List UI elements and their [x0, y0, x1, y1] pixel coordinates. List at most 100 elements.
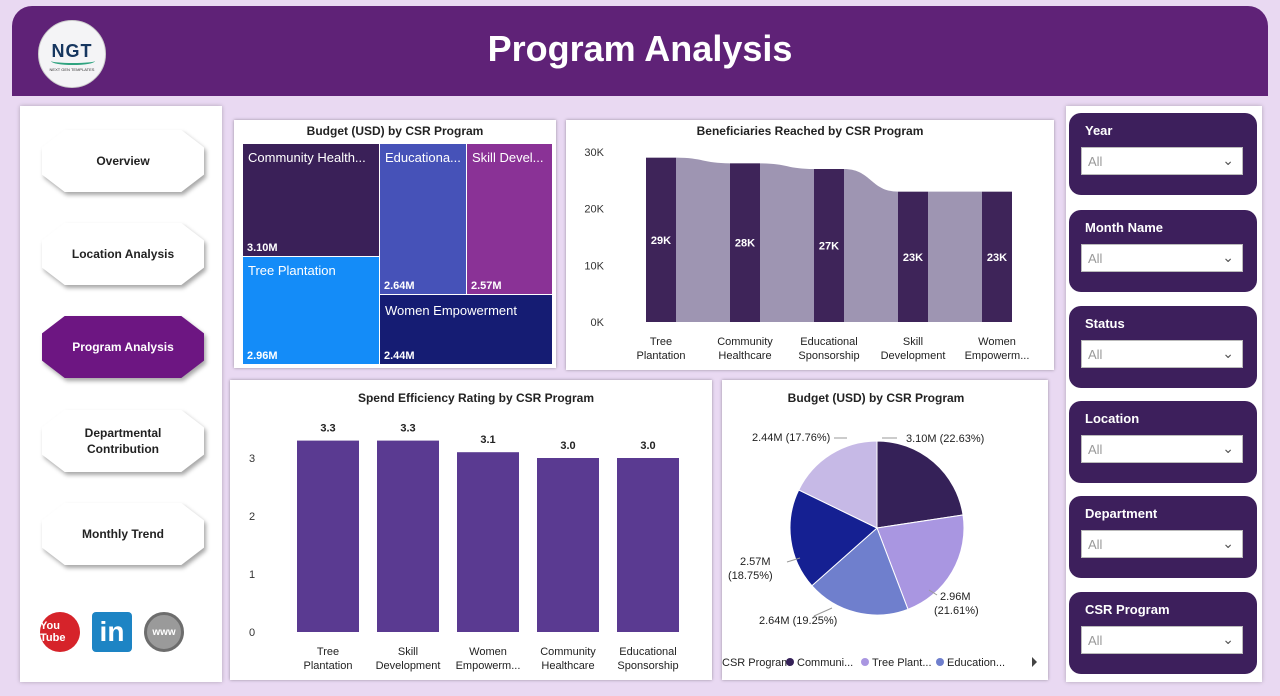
logo-tagline: NEXT GEN TEMPLATES [49, 67, 95, 72]
x-category-label: Women [469, 646, 507, 658]
pie-leader-line [928, 589, 938, 596]
beneficiaries-chart-title: Beneficiaries Reached by CSR Program [697, 124, 924, 138]
logo-swoosh-icon [51, 57, 95, 65]
efficiency-bar [617, 458, 679, 632]
x-category-label: Educational [800, 336, 858, 348]
y-tick-label: 2 [249, 511, 255, 523]
x-category-label: Sponsorship [617, 660, 678, 672]
slicer-status: Status All ⌄ [1069, 306, 1257, 388]
logo-text: NGT [51, 41, 93, 61]
pie-slice [798, 440, 878, 529]
website-icon[interactable]: www [144, 612, 184, 652]
x-category-label: Plantation [304, 660, 353, 672]
treemap-cell-women-empowerment[interactable]: Women Empowerment 2.44M [380, 295, 552, 364]
nav-program-analysis-button[interactable]: Program Analysis [42, 316, 204, 378]
y-tick-label: 3 [249, 453, 255, 465]
legend-next-icon [1032, 657, 1037, 667]
efficiency-chart-card: Spend Efficiency Rating by CSR Program 0 1… [230, 380, 712, 680]
linkedin-icon[interactable]: in [92, 612, 132, 652]
nav-panel: Overview Location Analysis Program Analy… [20, 106, 222, 682]
slicer-year-value: All [1088, 154, 1103, 169]
chevron-down-icon: ⌄ [1222, 345, 1234, 361]
pie-data-label: (18.75%) [728, 570, 773, 582]
beneficiaries-bar [730, 163, 760, 322]
nav-overview-button[interactable]: Overview [42, 130, 204, 192]
header-bar: NGT NEXT GEN TEMPLATES Program Analysis [12, 6, 1268, 96]
beneficiaries-chart-card: Beneficiaries Reached by CSR Program 0K 10… [566, 120, 1054, 370]
slicer-status-value: All [1088, 347, 1103, 362]
treemap-cell-label: Women Empowerment [385, 303, 517, 318]
treemap-cell-label: Educationa... [385, 150, 461, 165]
treemap-cell-value: 2.44M [384, 350, 415, 362]
pie-slice [876, 440, 964, 529]
y-tick-label: 30K [584, 147, 604, 159]
x-category-label: Development [881, 350, 946, 362]
chevron-down-icon: ⌄ [1222, 631, 1234, 647]
treemap-cell-community-healthcare[interactable]: Community Health... 3.10M [243, 144, 379, 256]
slicer-department-dropdown[interactable]: All ⌄ [1081, 530, 1243, 558]
pie-data-label: 3.10M (22.63%) [906, 433, 984, 445]
pie-data-label: 2.64M (19.25%) [759, 615, 837, 627]
ribbon-band [676, 157, 730, 322]
slicer-month-title: Month Name [1085, 220, 1163, 235]
pie-leader-line [813, 607, 833, 617]
pie-data-label: 2.96M [940, 591, 971, 603]
slicer-csr-program-value: All [1088, 633, 1103, 648]
x-category-label: Development [376, 660, 441, 672]
x-category-label: Skill [903, 336, 923, 348]
x-category-label: Community [717, 336, 773, 348]
efficiency-data-label: 3.0 [560, 440, 575, 452]
chevron-down-icon: ⌄ [1222, 152, 1234, 168]
efficiency-data-label: 3.3 [400, 423, 415, 435]
x-category-label: Empowerm... [965, 350, 1030, 362]
x-category-label: Tree [650, 336, 672, 348]
budget-pie-card: Budget (USD) by CSR Program 3.10M (22.63%… [722, 380, 1048, 680]
slicer-month-name: Month Name All ⌄ [1069, 210, 1257, 292]
chevron-down-icon: ⌄ [1222, 535, 1234, 551]
nav-departmental-contribution-button[interactable]: Departmental Contribution [42, 410, 204, 472]
treemap-cell-value: 2.96M [247, 350, 278, 362]
treemap-cell-label: Skill Devel... [472, 150, 544, 165]
slicer-csr-program-dropdown[interactable]: All ⌄ [1081, 626, 1243, 654]
efficiency-data-label: 3.3 [320, 423, 335, 435]
treemap-card: Budget (USD) by CSR Program Community He… [234, 120, 556, 368]
treemap-cell-skill-development[interactable]: Skill Devel... 2.57M [467, 144, 552, 294]
slicer-year: Year All ⌄ [1069, 113, 1257, 195]
slicer-year-dropdown[interactable]: All ⌄ [1081, 147, 1243, 175]
slicer-month-dropdown[interactable]: All ⌄ [1081, 244, 1243, 272]
pie-legend-marker [936, 658, 944, 666]
nav-monthly-trend-button[interactable]: Monthly Trend [42, 503, 204, 565]
efficiency-chart-title: Spend Efficiency Rating by CSR Program [358, 391, 594, 405]
nav-location-analysis-button[interactable]: Location Analysis [42, 223, 204, 285]
beneficiaries-bar [646, 157, 676, 322]
y-tick-label: 1 [249, 569, 255, 581]
slicer-location-dropdown[interactable]: All ⌄ [1081, 435, 1243, 463]
slicer-year-title: Year [1085, 123, 1113, 138]
slicer-status-title: Status [1085, 316, 1125, 331]
treemap-cell-tree-plantation[interactable]: Tree Plantation 2.96M [243, 257, 379, 364]
youtube-icon[interactable]: You Tube [40, 612, 80, 652]
x-category-label: Women [978, 336, 1016, 348]
pie-slice [789, 489, 878, 587]
y-tick-label: 0K [591, 317, 605, 329]
pie-slice [876, 514, 965, 610]
slicer-month-value: All [1088, 251, 1103, 266]
x-category-label: Plantation [637, 350, 686, 362]
budget-pie-title: Budget (USD) by CSR Program [788, 391, 965, 405]
ribbon-band [928, 191, 982, 322]
filter-panel: Year All ⌄ Month Name All ⌄ Status All ⌄… [1066, 106, 1262, 682]
x-category-label: Educational [619, 646, 677, 658]
beneficiaries-bar [898, 191, 928, 322]
beneficiaries-chart: Beneficiaries Reached by CSR Program 0K 10… [584, 124, 1030, 362]
x-category-label: Healthcare [718, 350, 771, 362]
nav-overview-wrap: Overview [42, 130, 204, 194]
treemap-cell-label: Tree Plantation [248, 263, 336, 278]
chevron-down-icon: ⌄ [1222, 440, 1234, 456]
pie-legend-item: Communi... [797, 657, 853, 669]
slicer-status-dropdown[interactable]: All ⌄ [1081, 340, 1243, 368]
x-category-label: Healthcare [541, 660, 594, 672]
ribbon-band [760, 163, 814, 322]
treemap-cell-educational-sponsorship[interactable]: Educationa... 2.64M [380, 144, 466, 294]
pie-legend-marker [861, 658, 869, 666]
treemap-cell-value: 3.10M [247, 242, 278, 254]
